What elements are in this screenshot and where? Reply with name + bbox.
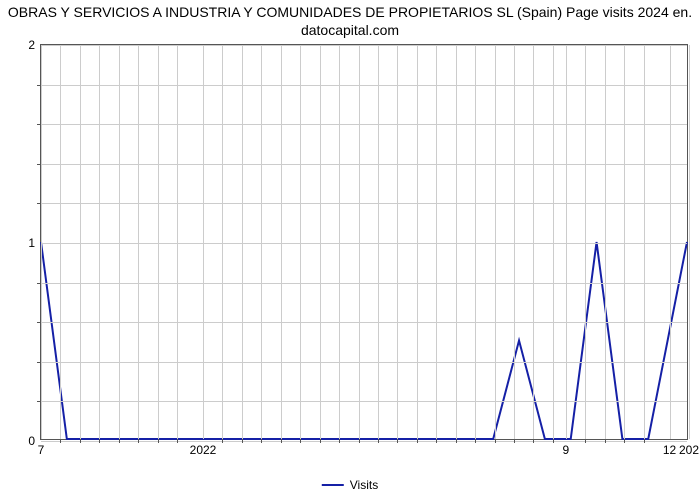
gridline-v-minor <box>585 45 586 439</box>
x-tick-minor <box>99 439 100 443</box>
x-tick-label: 7 <box>38 443 45 457</box>
gridline-v-minor <box>605 45 606 439</box>
x-tick-minor <box>605 439 606 443</box>
gridline-v <box>689 45 690 439</box>
x-tick-minor <box>436 439 437 443</box>
gridline-v-minor <box>177 45 178 439</box>
gridline-v-minor <box>300 45 301 439</box>
x-tick-minor <box>300 439 301 443</box>
gridline-v-minor <box>397 45 398 439</box>
x-tick-label: 9 <box>563 443 570 457</box>
x-tick-minor <box>533 439 534 443</box>
x-tick-minor <box>644 439 645 443</box>
x-tick-minor <box>624 439 625 443</box>
x-tick-minor <box>281 439 282 443</box>
chart-container: { "chart": { "type": "line", "title_line… <box>0 0 700 500</box>
title-line-1: OBRAS Y SERVICIOS A INDUSTRIA Y COMUNIDA… <box>8 4 692 20</box>
y-tick-label: 2 <box>28 38 35 52</box>
chart-title: OBRAS Y SERVICIOS A INDUSTRIA Y COMUNIDA… <box>0 0 700 39</box>
gridline-v-minor <box>320 45 321 439</box>
x-tick-minor <box>320 439 321 443</box>
x-tick-minor <box>495 439 496 443</box>
gridline-v <box>670 45 671 439</box>
gridline-v-minor <box>553 45 554 439</box>
gridline-v-minor <box>158 45 159 439</box>
gridline-v <box>41 45 42 439</box>
x-tick-minor <box>585 439 586 443</box>
x-tick-label: 12 <box>663 443 676 457</box>
legend: Visits <box>322 478 378 492</box>
x-tick-label: 2022 <box>190 443 217 457</box>
gridline-v <box>203 45 204 439</box>
x-tick-minor <box>475 439 476 443</box>
gridline-v-minor <box>242 45 243 439</box>
x-tick-minor <box>261 439 262 443</box>
gridline-v-minor <box>60 45 61 439</box>
y-tick-label: 1 <box>28 236 35 250</box>
x-tick-minor <box>60 439 61 443</box>
gridline-v-minor <box>261 45 262 439</box>
gridline-v-minor <box>514 45 515 439</box>
gridline-v-minor <box>436 45 437 439</box>
title-line-2: datocapital.com <box>301 22 399 38</box>
x-tick-minor <box>456 439 457 443</box>
y-tick-label: 0 <box>28 434 35 448</box>
gridline-v-minor <box>80 45 81 439</box>
x-tick-minor <box>397 439 398 443</box>
x-tick-minor <box>177 439 178 443</box>
x-tick-label: 202 <box>679 443 699 457</box>
gridline-v-minor <box>359 45 360 439</box>
gridline-v-minor <box>475 45 476 439</box>
legend-label: Visits <box>350 478 378 492</box>
gridline-v-minor <box>644 45 645 439</box>
x-tick-minor <box>222 439 223 443</box>
x-tick-minor <box>158 439 159 443</box>
x-tick-minor <box>359 439 360 443</box>
x-tick-minor <box>378 439 379 443</box>
gridline-v-minor <box>339 45 340 439</box>
gridline-v <box>566 45 567 439</box>
gridline-v-minor <box>624 45 625 439</box>
x-tick-minor <box>119 439 120 443</box>
gridline-v-minor <box>456 45 457 439</box>
gridline-v-minor <box>99 45 100 439</box>
gridline-v-minor <box>378 45 379 439</box>
gridline-v-minor <box>281 45 282 439</box>
gridline-v-minor <box>417 45 418 439</box>
x-tick-minor <box>339 439 340 443</box>
gridline-v-minor <box>119 45 120 439</box>
gridline-v-minor <box>495 45 496 439</box>
legend-swatch <box>322 484 344 486</box>
x-tick-minor <box>514 439 515 443</box>
x-tick-minor <box>80 439 81 443</box>
gridline-v-minor <box>222 45 223 439</box>
x-tick-minor <box>417 439 418 443</box>
gridline-v-minor <box>138 45 139 439</box>
x-tick-minor <box>138 439 139 443</box>
gridline-v-minor <box>533 45 534 439</box>
x-tick-minor <box>553 439 554 443</box>
x-tick-minor <box>242 439 243 443</box>
plot-area: 01272022912202 <box>40 44 688 440</box>
